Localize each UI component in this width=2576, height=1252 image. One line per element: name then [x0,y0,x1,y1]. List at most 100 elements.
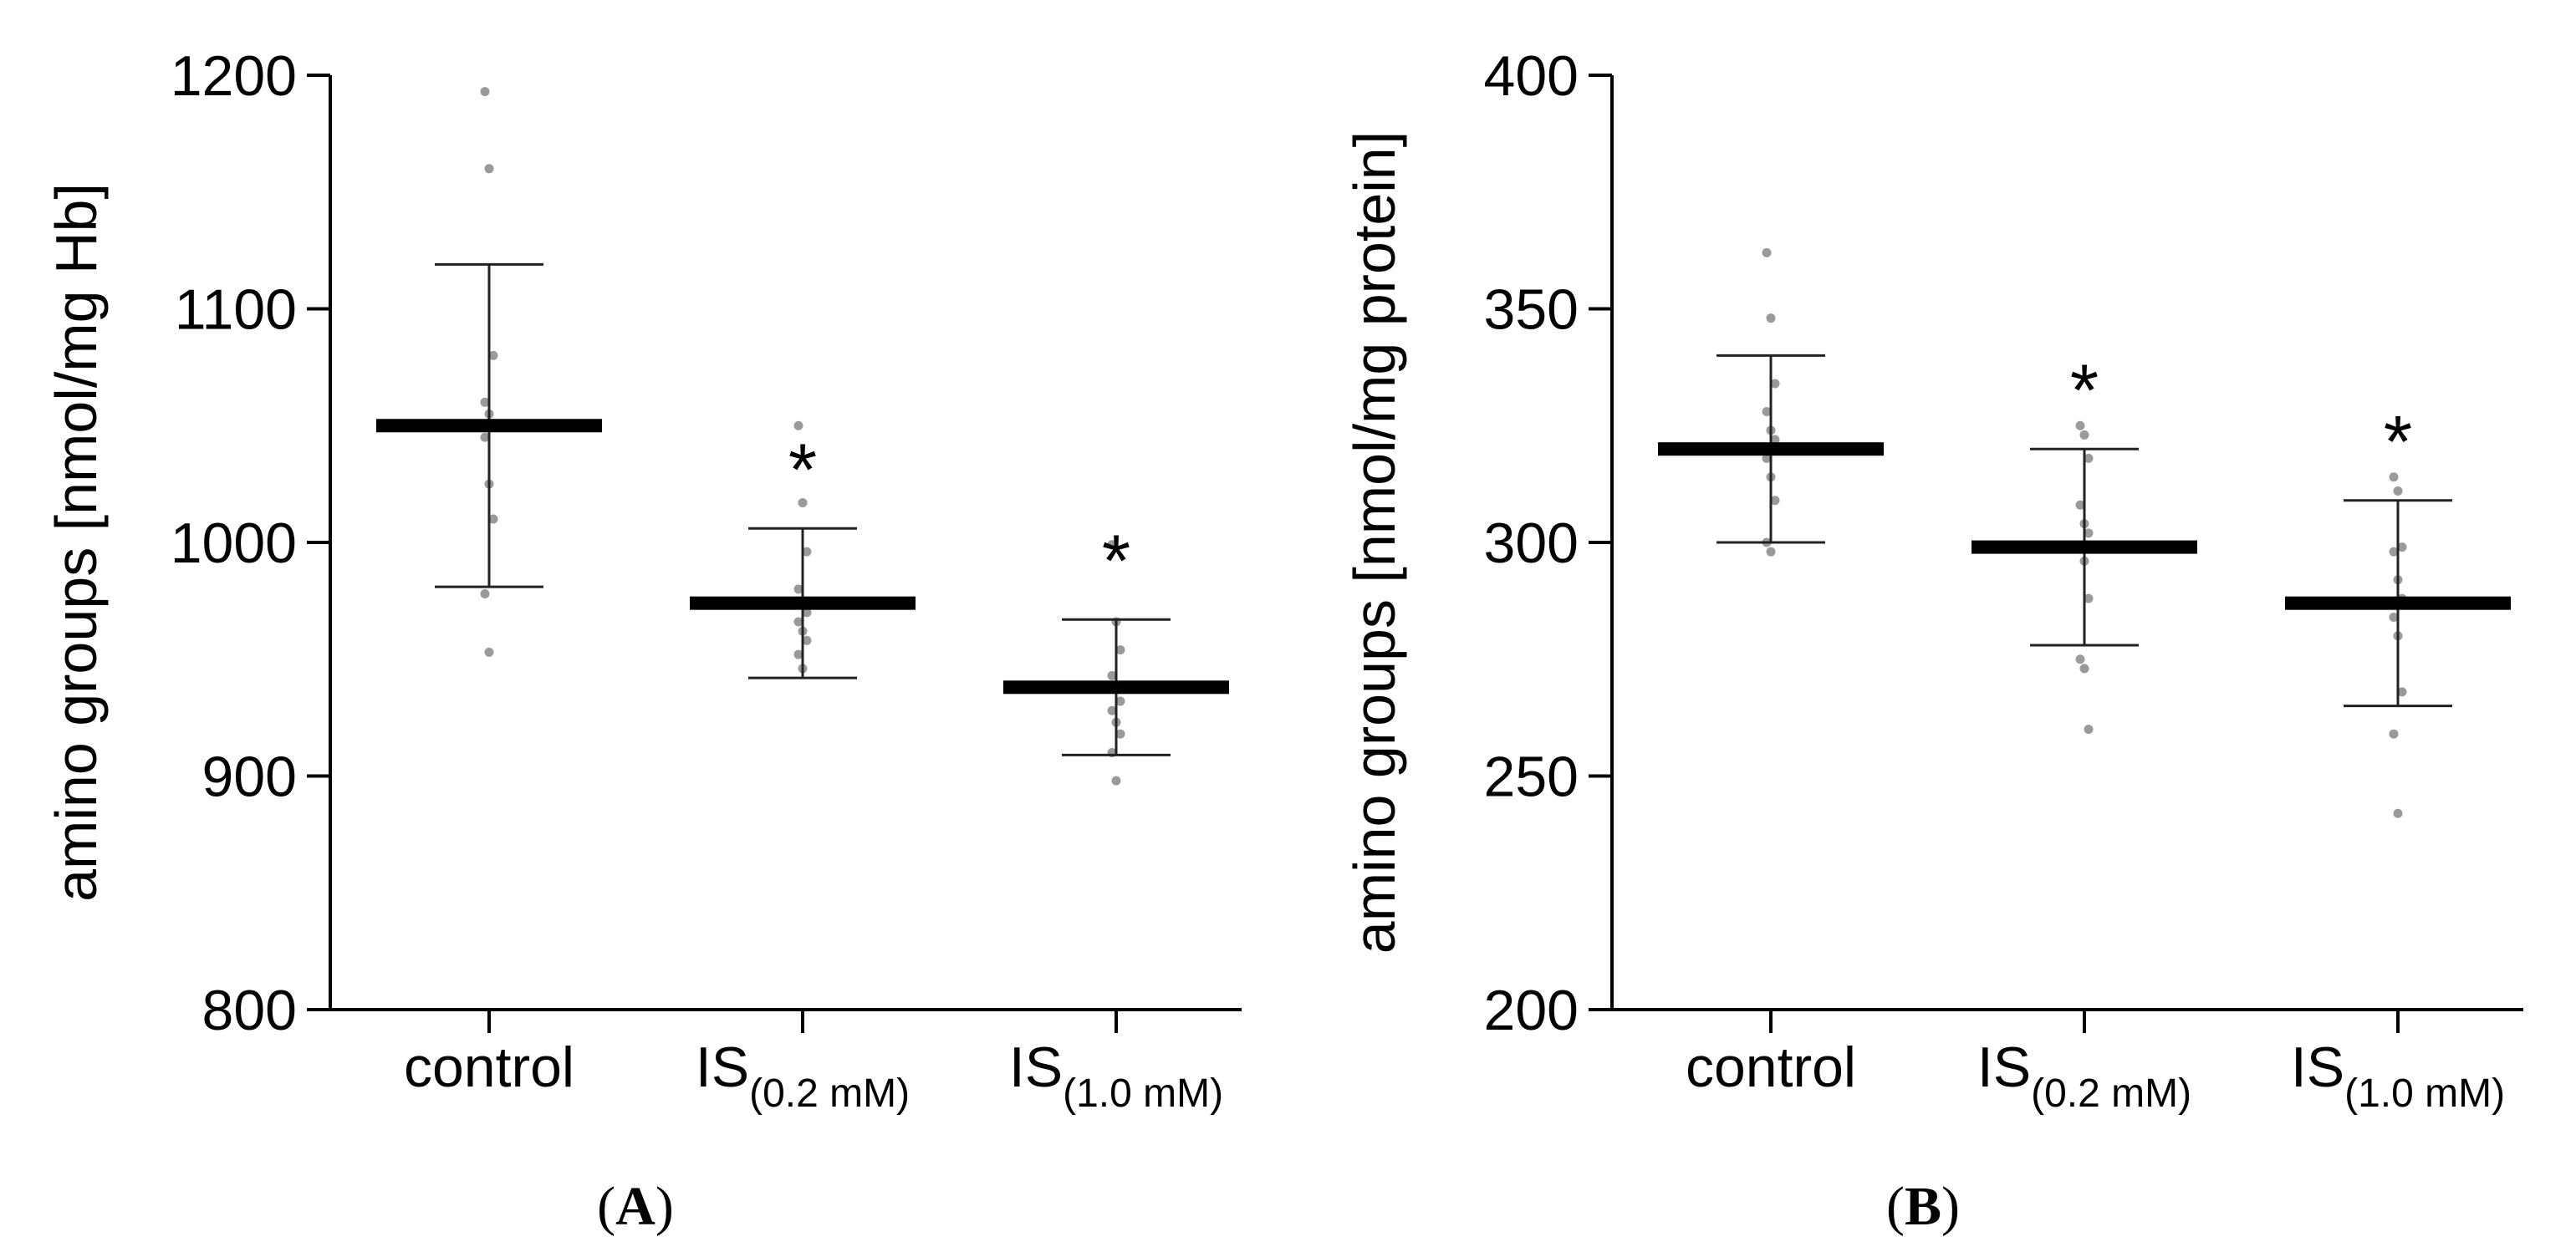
x-tick-label: IS(0.2 mM) [1977,1036,2191,1116]
significance-asterisk: * [2070,349,2099,431]
y-tick-label: 1200 [171,44,297,108]
x-tick-label: IS(1.0 mM) [1009,1036,1223,1116]
data-point [1111,776,1121,786]
data-point [1107,670,1117,680]
group-0: control [1658,247,1884,1099]
x-tick-label: control [404,1036,574,1099]
data-point [480,397,490,407]
y-axis-title: amino groups [nmol/mg Hb] [43,183,109,902]
data-point [2397,687,2407,697]
panel-label: (B) [1886,1176,1960,1237]
panel-label-letter: A [615,1176,655,1237]
mean-bar [2285,596,2511,610]
data-point [1115,729,1125,739]
data-point [2079,430,2089,440]
mean-bar [376,419,602,433]
data-point [802,547,812,557]
data-point [480,87,490,97]
y-tick-label: 400 [1484,44,1579,108]
y-axis-title: amino groups [nmol/mg protein] [1342,131,1407,954]
data-point [2084,725,2094,735]
data-point [1766,547,1776,557]
data-point [484,647,494,657]
data-point [1107,705,1117,715]
x-tick-label-main: control [1686,1036,1856,1099]
data-point [1770,496,1780,506]
x-tick-label-subscript: (0.2 mM) [2031,1071,2191,1116]
group-2: IS(1.0 mM) * [1003,519,1229,1116]
x-tick-label: IS(1.0 mM) [2291,1036,2505,1116]
data-point [2389,472,2399,482]
y-tick-label: 350 [1484,278,1579,342]
x-tick-label-subscript: (1.0 mM) [2344,1071,2505,1116]
panel-label: (A) [597,1176,674,1237]
data-point [798,497,808,507]
data-point [2075,420,2085,430]
data-point [1107,540,1117,550]
data-point [484,164,494,174]
data-point [2389,729,2399,739]
group-1: IS(0.2 mM) * [690,420,916,1116]
data-point [2079,664,2089,674]
y-tick-label: 1100 [175,278,297,342]
x-tick-label-subscript: (0.2 mM) [749,1071,910,1116]
panel-label-close: ) [655,1176,674,1237]
y-tick-label: 800 [202,979,297,1042]
data-point [1115,696,1125,706]
y-tick-label: 900 [202,746,297,809]
x-tick-label-main: IS [696,1036,749,1099]
data-point [802,608,812,618]
data-point [2084,593,2094,603]
data-point [1766,313,1776,323]
data-point [2393,486,2403,496]
data-point [480,588,490,598]
significance-asterisk: * [788,428,817,511]
data-point [2084,453,2094,463]
data-point [1115,645,1125,655]
y-tick-label: 1000 [171,511,297,575]
mean-bar [690,596,916,610]
group-0: control [376,87,602,1099]
data-point [2393,808,2403,818]
data-point [793,584,803,594]
data-point [793,649,803,659]
data-point [2075,500,2085,510]
data-point [2389,612,2399,622]
significance-asterisk: * [2384,400,2412,483]
panel-label-close: ) [1941,1176,1960,1237]
mean-bar [1972,540,2197,554]
y-tick-label: 300 [1484,511,1579,575]
data-point [1770,379,1780,389]
data-point [2084,528,2094,538]
panel-label-open: ( [597,1176,615,1237]
y-tick-label: 200 [1484,979,1579,1042]
data-point [488,514,498,524]
chart-panel-b: 200 250 300 350 400 amino groups [nmol/mg pro… [1342,44,2523,1237]
data-point [2075,654,2085,664]
data-point [488,350,498,360]
mean-bar [1003,680,1229,695]
group-1: IS(0.2 mM) * [1972,349,2197,1116]
mean-bar [1658,442,1884,456]
y-tick-label: 250 [1484,746,1579,809]
data-point [2389,547,2399,557]
group-2: IS(1.0 mM) * [2285,400,2511,1116]
x-tick-label: IS(0.2 mM) [696,1036,910,1116]
x-tick-label-subscript: (1.0 mM) [1063,1071,1223,1116]
data-point [2397,542,2407,552]
chart-panel-a: 800 900 1000 1100 1200 amino groups [nmol/mg … [43,44,1242,1237]
x-tick-label-main: IS [2291,1036,2344,1099]
x-tick-label: control [1686,1036,1856,1099]
data-point [480,432,490,442]
data-point [1762,453,1772,463]
data-point [1770,435,1780,445]
data-point [1762,247,1772,257]
x-tick-label-main: IS [1009,1036,1063,1099]
x-tick-label-main: control [404,1036,574,1099]
significance-asterisk: * [1102,519,1130,602]
data-point [793,617,803,627]
data-point [802,635,812,645]
data-point [1762,406,1772,416]
